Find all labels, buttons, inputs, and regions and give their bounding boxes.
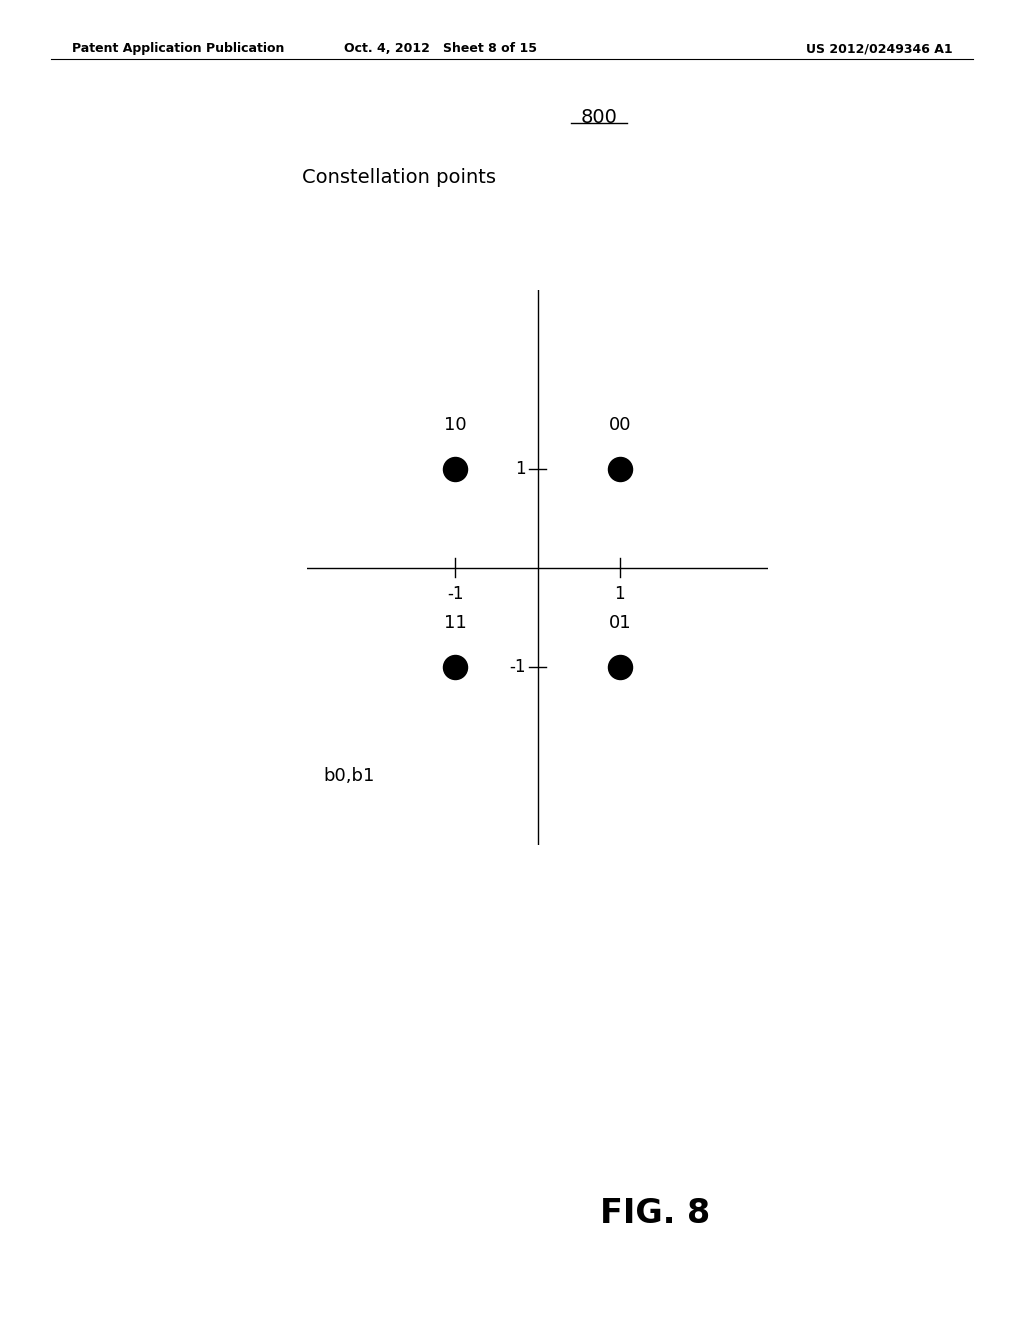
Point [611,656,628,677]
Text: US 2012/0249346 A1: US 2012/0249346 A1 [806,42,952,55]
Text: Oct. 4, 2012   Sheet 8 of 15: Oct. 4, 2012 Sheet 8 of 15 [344,42,537,55]
Text: 1: 1 [515,459,525,478]
Text: -1: -1 [509,657,525,676]
Text: 800: 800 [581,108,617,127]
Text: 11: 11 [444,614,467,632]
Text: -1: -1 [447,586,464,603]
Text: FIG. 8: FIG. 8 [600,1197,711,1230]
Text: Constellation points: Constellation points [302,168,496,186]
Text: 1: 1 [614,586,626,603]
Text: b0,b1: b0,b1 [324,767,375,785]
Text: Patent Application Publication: Patent Application Publication [72,42,284,55]
Point [611,458,628,479]
Text: 00: 00 [608,416,631,434]
Text: 10: 10 [444,416,467,434]
Point [447,656,464,677]
Text: 01: 01 [608,614,631,632]
Point [447,458,464,479]
